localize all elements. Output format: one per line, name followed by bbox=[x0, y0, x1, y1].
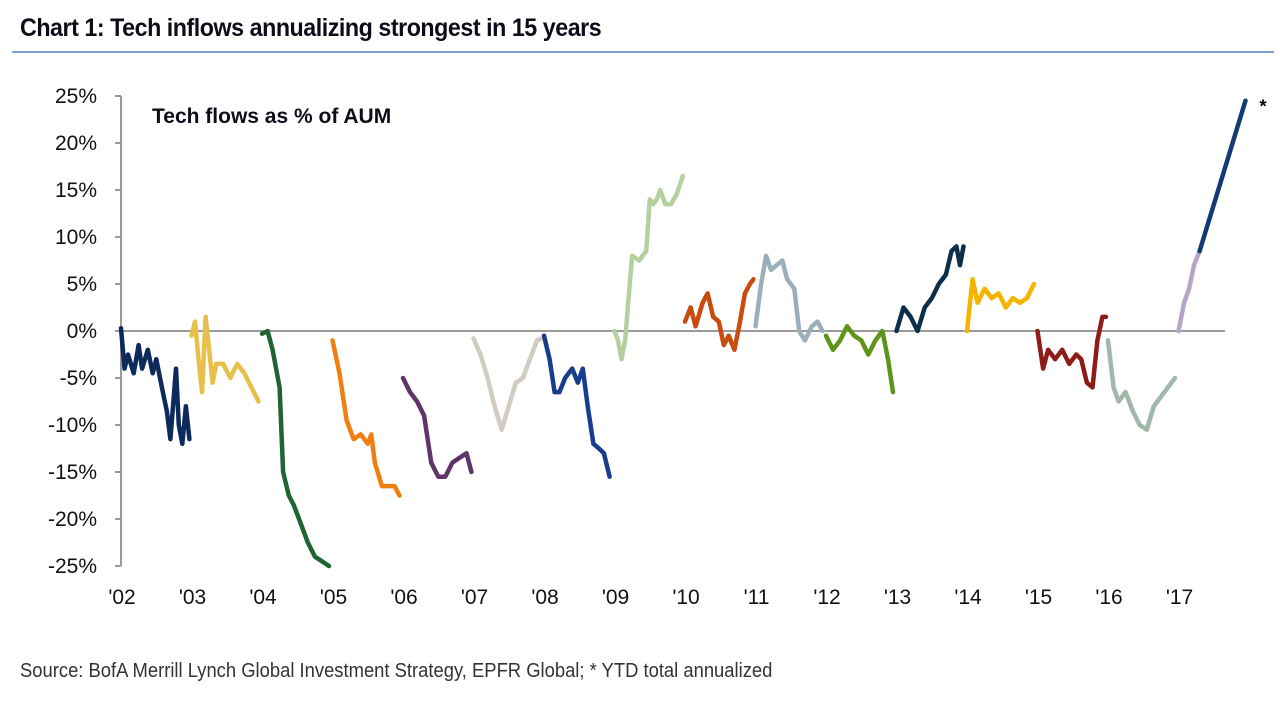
series-line-2010 bbox=[682, 277, 756, 353]
x-tick-label: '11 bbox=[744, 586, 770, 609]
series-line-2007 bbox=[471, 336, 545, 432]
series-line-2005 bbox=[330, 338, 402, 498]
y-tick-label: 10% bbox=[55, 226, 97, 249]
series-line-2006 bbox=[400, 375, 474, 479]
y-tick-label: -10% bbox=[48, 414, 97, 437]
x-tick-label: '16 bbox=[1095, 586, 1122, 609]
y-axis-ticks: 25% 20% 15% 10% 5% 0% -5% -10% -15% -20% -25% bbox=[48, 85, 121, 578]
series-line-2013 bbox=[894, 244, 966, 334]
x-axis-ticks: '02 '03 '04 '05 '06 '07 '08 '09 '10 '11 '12 '13 '14 '… bbox=[108, 586, 1193, 609]
line-chart: '02 '03 '04 '05 '06 '07 '08 '09 '10 '11 '12 '13 '14 '… bbox=[48, 85, 1267, 609]
y-tick-label: -5% bbox=[60, 367, 97, 390]
x-tick-label: '14 bbox=[954, 586, 982, 609]
y-tick-label: 5% bbox=[67, 273, 97, 296]
x-tick-label: '02 bbox=[108, 586, 135, 609]
series-line-2002 bbox=[118, 325, 192, 447]
source-note: Source: BofA Merrill Lynch Global Invest… bbox=[20, 660, 773, 682]
x-tick-label: '06 bbox=[390, 586, 417, 609]
x-tick-label: '15 bbox=[1025, 586, 1052, 609]
x-tick-label: '04 bbox=[249, 586, 277, 609]
y-tick-label: 0% bbox=[67, 320, 97, 343]
y-tick-label: -25% bbox=[48, 555, 97, 578]
x-tick-label: '07 bbox=[461, 586, 488, 609]
series-line-2014 bbox=[964, 277, 1037, 334]
annotation-asterisk: * bbox=[1259, 97, 1266, 117]
series-line-2017-annualized bbox=[1197, 98, 1248, 254]
series-line-2004 bbox=[259, 328, 332, 569]
series-line-2012 bbox=[823, 324, 896, 395]
x-tick-label: '12 bbox=[813, 586, 840, 609]
series-line-2016 bbox=[1105, 338, 1178, 432]
title-divider bbox=[12, 51, 1274, 53]
series-line-2015 bbox=[1035, 314, 1109, 390]
x-tick-label: '17 bbox=[1166, 586, 1193, 609]
x-tick-label: '03 bbox=[179, 586, 206, 609]
x-tick-label: '09 bbox=[602, 586, 629, 609]
y-tick-label: 15% bbox=[55, 179, 97, 202]
x-tick-label: '13 bbox=[884, 586, 911, 609]
y-tick-label: 25% bbox=[55, 85, 97, 108]
series-line-2011 bbox=[753, 253, 825, 343]
x-tick-label: '10 bbox=[672, 586, 699, 609]
x-tick-label: '05 bbox=[320, 586, 347, 609]
chart-title: Chart 1: Tech inflows annualizing strong… bbox=[20, 14, 602, 42]
series-group bbox=[118, 98, 1248, 569]
y-tick-label: -20% bbox=[48, 508, 97, 531]
y-tick-label: 20% bbox=[55, 132, 97, 155]
chart-subtitle: Tech flows as % of AUM bbox=[152, 105, 391, 128]
x-tick-label: '08 bbox=[531, 586, 558, 609]
series-line-2008 bbox=[541, 333, 612, 479]
y-tick-label: -15% bbox=[48, 461, 97, 484]
series-line-2009 bbox=[612, 173, 686, 362]
series-line-2017-ytd bbox=[1176, 248, 1202, 334]
series-line-2003 bbox=[189, 314, 261, 404]
